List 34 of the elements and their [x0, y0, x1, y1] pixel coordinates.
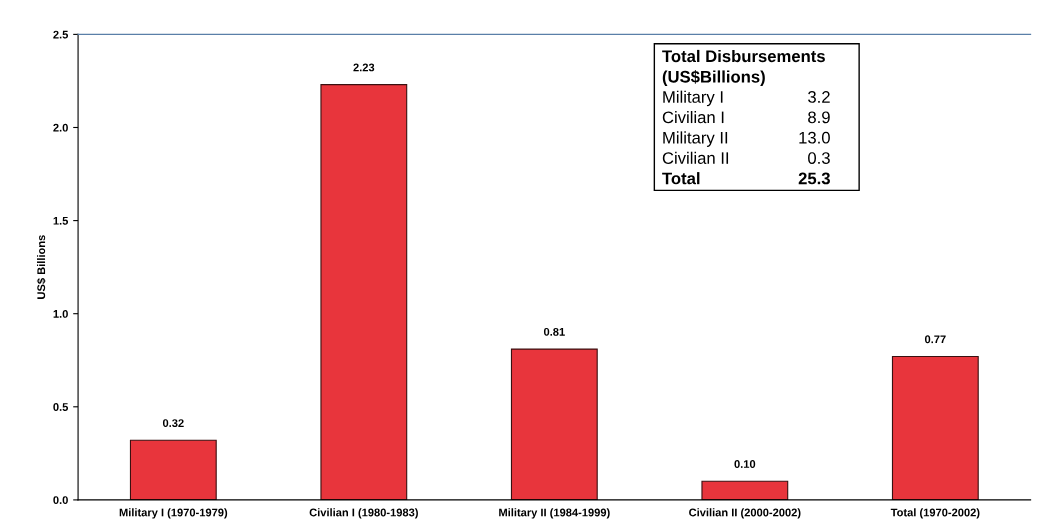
annotation: Civilian II	[662, 151, 729, 164]
annotation: 13.0	[799, 131, 830, 144]
bar	[129, 439, 217, 500]
bar	[320, 84, 408, 500]
annotation: 0.3	[808, 152, 830, 164]
y-axis-title: US$ Billions	[36, 235, 46, 299]
y-tick-label: 2.0	[53, 123, 68, 132]
x-tick-label: Civilian I (1980-1983)	[309, 508, 418, 519]
y-tick-label: 0.0	[53, 496, 68, 505]
annotation: 3.2	[808, 91, 830, 103]
y-tick-label: 1.5	[53, 216, 69, 225]
y-tick-label: 0.5	[53, 403, 69, 411]
x-tick-label: Military II (1984-1999)	[499, 508, 610, 519]
annotation: Military I	[663, 90, 723, 107]
y-tick-label: 1.0	[53, 309, 68, 318]
data-label: 0.10	[734, 460, 756, 468]
bar	[701, 480, 789, 500]
bar	[891, 355, 979, 500]
annotation: (US$Billions)	[662, 70, 765, 86]
annotation: 8.9	[808, 111, 830, 124]
x-tick-label: Civilian II (2000-2002)	[689, 508, 801, 519]
bar	[510, 348, 598, 500]
data-label: 2.23	[353, 63, 375, 72]
x-tick-label: Military I (1970-1979)	[119, 508, 228, 519]
annotation: Total Disbursements	[662, 49, 825, 63]
y-tick-label: 2.5	[53, 30, 69, 39]
data-label: 0.77	[924, 335, 946, 344]
annotation: Total	[662, 172, 700, 185]
data-label: 0.81	[543, 327, 565, 336]
data-label: 0.32	[162, 419, 184, 428]
annotation: Civilian I	[662, 110, 724, 124]
x-tick-label: Total (1970-2002)	[890, 508, 980, 519]
annotation: Military II	[663, 131, 728, 147]
annotation: 25.3	[798, 172, 830, 185]
